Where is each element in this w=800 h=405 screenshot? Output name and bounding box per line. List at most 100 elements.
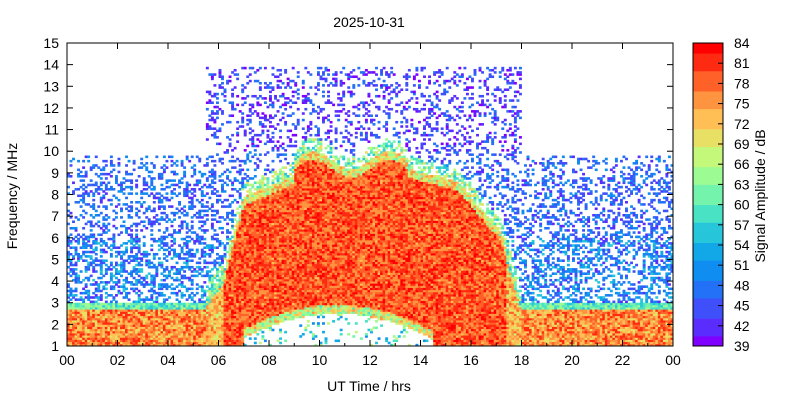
heat-cell [145, 192, 149, 195]
heat-cell [69, 307, 73, 310]
heat-cell [87, 330, 91, 334]
heat-cell [205, 66, 209, 70]
heat-cell [150, 298, 154, 301]
heat-cell [92, 166, 96, 169]
heat-cell [109, 287, 113, 291]
heat-cell [152, 185, 156, 189]
heat-cell [125, 309, 128, 312]
heat-cell [243, 86, 247, 89]
heat-cell [67, 317, 70, 321]
heat-cell [228, 218, 232, 221]
heat-cell [246, 81, 250, 85]
heat-cell [127, 239, 131, 243]
heat-cell [97, 341, 101, 345]
heat-cell [223, 94, 227, 98]
heat-cell [122, 203, 126, 206]
heat-cell [84, 291, 88, 295]
heat-cell [271, 73, 275, 76]
heat-cell [120, 302, 123, 306]
heat-cell [92, 326, 96, 330]
heat-cell [208, 125, 212, 128]
heat-cell [117, 291, 121, 295]
heat-cell [162, 188, 166, 191]
heat-cell [289, 79, 293, 83]
heat-cell [243, 183, 247, 187]
heat-cell [132, 302, 136, 306]
heat-cell [109, 274, 113, 278]
heat-cell [84, 337, 88, 340]
heat-cell [122, 296, 126, 299]
heat-cell [226, 168, 229, 172]
heat-cell [145, 252, 149, 256]
heat-cell [175, 231, 179, 234]
heat-cell [84, 246, 88, 249]
heat-cell [246, 118, 250, 122]
heat-cell [82, 179, 86, 182]
heat-cell [286, 175, 290, 178]
heat-cell [243, 177, 247, 180]
heat-cell [145, 311, 149, 314]
heat-cell [258, 81, 262, 85]
heat-cell [102, 248, 106, 252]
heat-cell [84, 235, 88, 239]
heat-cell [97, 337, 101, 340]
heat-cell [170, 220, 174, 224]
heat-cell [256, 79, 260, 83]
heat-cell [84, 170, 88, 174]
heat-cell [147, 330, 151, 334]
heat-cell [117, 307, 121, 310]
heat-cell [132, 339, 136, 343]
heat-cell [127, 185, 131, 189]
heat-cell [122, 341, 126, 345]
heat-cell [261, 330, 265, 334]
heat-cell [223, 198, 227, 202]
heat-cell [258, 116, 262, 120]
heat-cell [104, 307, 108, 310]
heat-cell [74, 226, 78, 230]
heat-cell [120, 337, 123, 340]
heat-cell [236, 207, 240, 211]
heat-cell [130, 341, 134, 345]
heat-cell [205, 185, 209, 189]
heat-cell [97, 205, 101, 208]
heat-cell [162, 298, 166, 301]
heat-cell [213, 170, 217, 174]
heat-cell [223, 88, 227, 92]
heat-cell [77, 274, 81, 278]
heat-cell [142, 224, 146, 228]
heat-cell [157, 244, 161, 247]
heat-cell [72, 268, 75, 271]
heat-cell [180, 281, 184, 284]
heat-cell [135, 179, 139, 182]
heat-cell [248, 183, 252, 187]
heat-cell [102, 229, 106, 232]
heat-cell [99, 188, 103, 191]
heat-cell [180, 220, 184, 224]
heat-cell [102, 159, 106, 163]
heat-cell [145, 261, 149, 265]
heat-cell [67, 296, 70, 299]
heat-cell [130, 237, 134, 241]
heat-cell [77, 200, 81, 204]
heat-cell [102, 194, 106, 198]
heat-cell [274, 127, 277, 130]
heat-cell [87, 276, 91, 280]
heat-cell [271, 159, 275, 163]
heat-cell [74, 263, 78, 267]
heat-cell [175, 172, 179, 176]
heat-cell [84, 255, 88, 258]
heat-cell [97, 322, 101, 325]
heat-cell [145, 317, 149, 321]
heat-cell [203, 213, 207, 217]
heat-cell [69, 291, 73, 295]
heat-cell [125, 330, 128, 334]
heat-cell [289, 177, 293, 180]
heat-cell [120, 224, 123, 228]
heat-cell [253, 79, 257, 83]
heat-cell [102, 313, 106, 317]
heat-cell [185, 155, 189, 159]
heat-cell [165, 259, 169, 262]
heat-cell [269, 120, 272, 124]
heat-cell [72, 307, 75, 310]
heat-cell [253, 188, 257, 191]
